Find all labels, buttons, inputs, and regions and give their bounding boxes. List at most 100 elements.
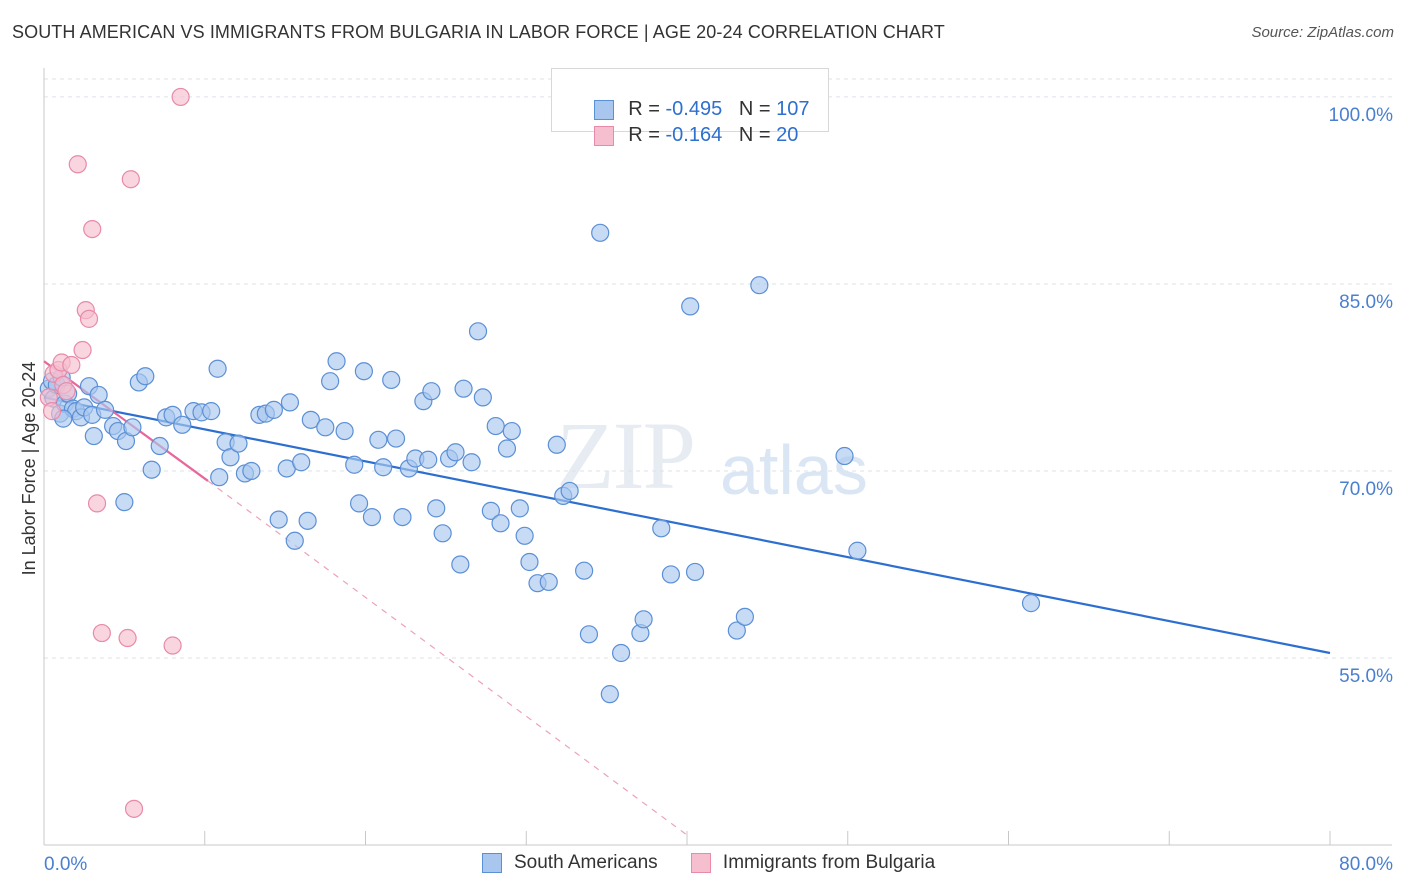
point-bulgaria — [83, 219, 102, 239]
point-bulgaria — [79, 309, 99, 328]
point-south-americans — [681, 297, 700, 316]
point-south-americans — [735, 607, 754, 626]
point-bulgaria — [92, 623, 111, 643]
point-south-americans — [468, 322, 488, 341]
point-south-americans — [327, 352, 346, 371]
point-south-americans — [335, 421, 354, 441]
point-south-americans — [354, 362, 373, 381]
legend-r-value: -0.495 — [665, 98, 723, 120]
point-south-americans — [473, 388, 492, 407]
point-south-americans — [321, 372, 340, 391]
point-south-americans — [221, 448, 240, 467]
y-axis-label: In Labor Force | Age 20-24 — [19, 362, 39, 576]
point-bulgaria — [171, 87, 190, 107]
point-south-americans — [515, 526, 534, 545]
point-south-americans — [685, 562, 705, 582]
point-south-americans — [316, 418, 335, 437]
legend-row-bulgaria: R = -0.164 N = 20 — [572, 101, 798, 146]
point-south-americans — [210, 468, 229, 487]
point-south-americans — [502, 421, 521, 441]
point-south-americans — [269, 510, 288, 529]
point-south-americans — [202, 402, 221, 421]
point-south-americans — [264, 400, 283, 419]
legend-swatch-blue — [482, 853, 502, 873]
tick-labels: 55.0% 70.0% 85.0% 100.0% 0.0% 80.0% In Labor F… — [19, 105, 1393, 875]
point-bulgaria — [121, 170, 140, 189]
point-south-americans — [84, 426, 103, 446]
point-south-americans — [349, 494, 369, 513]
point-south-americans — [539, 572, 558, 592]
source-label: Source: ZipAtlas.com — [1251, 24, 1394, 41]
point-south-americans — [362, 507, 382, 527]
point-south-americans — [280, 393, 300, 412]
y-tick-label: 100.0% — [1329, 105, 1394, 126]
legend-r-label: R = — [628, 98, 666, 120]
point-bulgaria — [62, 355, 81, 375]
point-bulgaria — [57, 382, 76, 401]
point-south-americans — [298, 511, 317, 530]
point-south-americans — [374, 458, 393, 477]
point-south-americans — [560, 481, 579, 501]
point-south-americans — [579, 625, 599, 644]
legend-n-value: 107 — [776, 98, 810, 120]
x-tick-label: 0.0% — [44, 854, 87, 875]
point-south-americans — [136, 367, 155, 386]
point-south-americans — [1021, 594, 1041, 613]
axes — [43, 68, 1392, 846]
point-south-americans — [575, 561, 594, 580]
point-south-americans — [285, 531, 304, 550]
legend-r-label: R = — [628, 124, 666, 146]
point-south-americans — [462, 453, 481, 472]
legend-n-label: N = — [738, 124, 777, 146]
legend-swatch-pink — [690, 853, 711, 873]
chart-title: SOUTH AMERICAN VS IMMIGRANTS FROM BULGAR… — [12, 22, 945, 42]
point-south-americans — [386, 429, 406, 448]
point-south-americans — [369, 430, 388, 449]
series-legend: South Americans Immigrants from Bulgaria — [482, 852, 963, 879]
legend-item-south-americans[interactable]: South Americans — [482, 852, 658, 874]
point-south-americans — [547, 435, 566, 454]
point-south-americans — [115, 493, 134, 512]
point-south-americans — [520, 552, 539, 572]
point-south-americans — [422, 382, 441, 401]
point-south-americans — [229, 434, 248, 453]
point-south-americans — [454, 379, 473, 398]
point-bulgaria — [87, 494, 107, 513]
legend-swatch-blue — [594, 99, 615, 120]
legend-label: Immigrants from Bulgaria — [722, 852, 936, 873]
point-south-americans — [727, 621, 746, 640]
point-south-americans — [848, 541, 867, 560]
point-south-americans — [142, 460, 161, 479]
point-bulgaria — [68, 155, 87, 174]
point-south-americans — [611, 643, 631, 663]
y-tick-label: 55.0% — [1339, 666, 1393, 687]
legend-r-value: -0.164 — [665, 124, 723, 146]
point-south-americans — [123, 418, 142, 437]
trend-lines — [43, 360, 1331, 836]
point-south-americans — [634, 610, 653, 629]
point-south-americans — [652, 519, 671, 538]
point-south-americans — [89, 385, 108, 405]
point-south-americans — [661, 565, 681, 584]
trend-line-south-americans — [43, 396, 1331, 655]
point-south-americans — [491, 514, 510, 533]
point-south-americans — [345, 455, 364, 474]
point-south-americans — [95, 400, 115, 419]
point-south-americans — [242, 461, 261, 481]
legend-item-bulgaria[interactable]: Immigrants from Bulgaria — [690, 852, 936, 874]
point-south-americans — [382, 370, 401, 390]
legend-swatch-pink — [594, 125, 615, 146]
point-south-americans — [750, 276, 769, 295]
watermark-zip: ZIP — [556, 402, 696, 509]
point-south-americans — [301, 410, 320, 429]
point-south-americans — [292, 453, 311, 472]
y-tick-label: 85.0% — [1339, 292, 1393, 313]
legend-label: South Americans — [514, 852, 658, 873]
point-south-americans — [208, 359, 227, 378]
legend-n-label: N = — [738, 98, 777, 120]
point-south-americans — [173, 415, 192, 434]
point-south-americans — [393, 507, 412, 527]
point-bulgaria — [118, 628, 137, 648]
point-south-americans — [591, 223, 610, 242]
point-bulgaria — [42, 402, 62, 421]
